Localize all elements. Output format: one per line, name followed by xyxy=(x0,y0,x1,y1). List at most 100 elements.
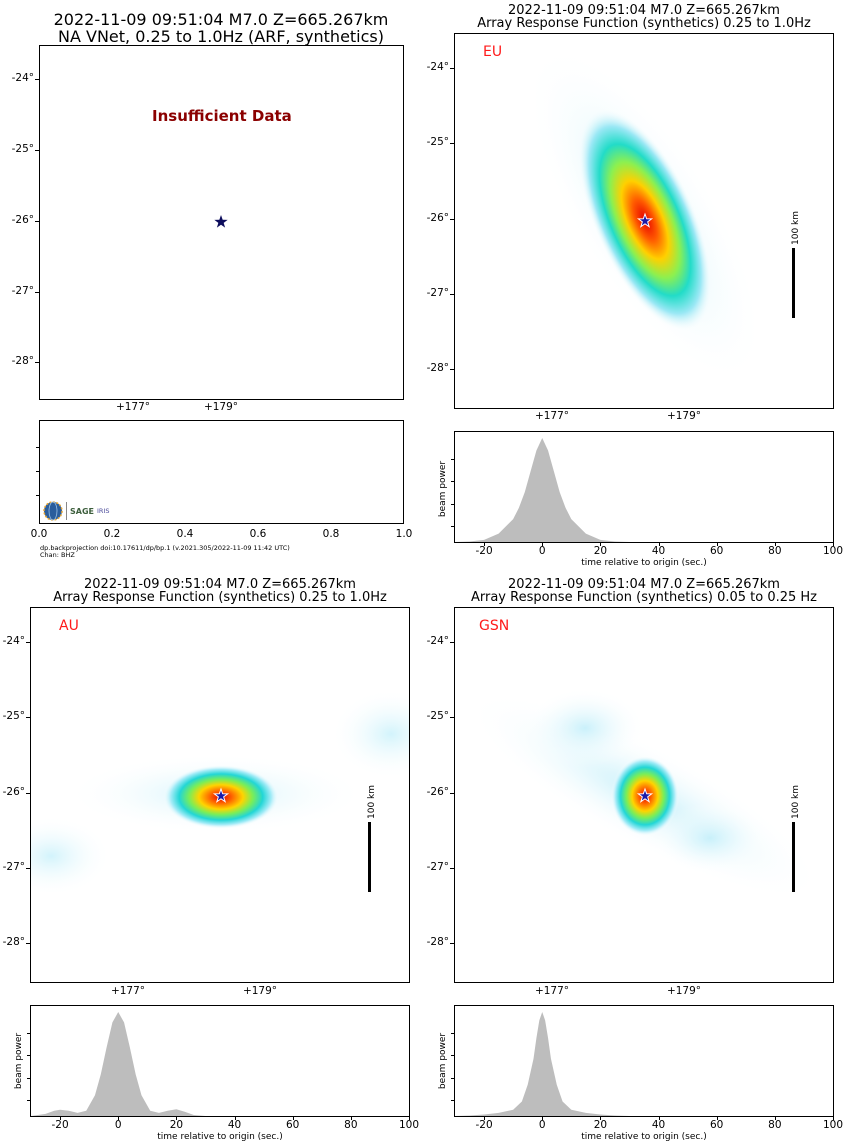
au-map: AU 100 km xyxy=(30,607,410,983)
gsn-time-tickmark-4 xyxy=(716,1117,718,1120)
eu-time-tick-4: 60 xyxy=(710,545,724,557)
gsn-time-tick-3: 40 xyxy=(651,1119,666,1131)
eu-y-tick-2: -26° xyxy=(426,212,449,224)
au-y-tick-0: -24° xyxy=(2,635,25,647)
gsn-power-tickmark-1 xyxy=(451,1055,454,1057)
eu-beam-chart xyxy=(454,431,834,543)
vnet-y-tickmark-4 xyxy=(35,362,39,363)
eu-time-tickmark-0 xyxy=(484,543,486,546)
eu-time-tickmark-4 xyxy=(716,543,718,546)
vnet-bottom-y-tickmark-2 xyxy=(36,495,39,496)
vnet-y-tickmark-3 xyxy=(35,292,39,293)
vnet-bottom-y-tickmark-0 xyxy=(36,447,39,448)
au-time-tickmark-2 xyxy=(176,1117,178,1120)
gsn-beam-chart xyxy=(454,1005,834,1117)
au-y-tick-3: -27° xyxy=(2,861,25,873)
gsn-time-tick-5: 80 xyxy=(768,1119,782,1131)
gsn-x-tick-177: +177° xyxy=(534,985,570,997)
insufficient-data-message: Insufficient Data xyxy=(152,107,292,125)
eu-epicenter-star-icon xyxy=(636,212,654,228)
gsn-time-tickmark-3 xyxy=(658,1117,660,1120)
au-time-tick-6: 100 xyxy=(398,1119,420,1131)
gsn-network-label: GSN xyxy=(479,618,510,634)
au-time-tickmark-0 xyxy=(60,1117,62,1120)
au-time-tick-4: 60 xyxy=(286,1119,300,1131)
au-y-tick-1: -25° xyxy=(2,710,25,722)
vnet-bottom-y-tickmark-1 xyxy=(36,471,39,472)
au-power-tickmark-1 xyxy=(27,1055,30,1057)
eu-y-tickmark-3 xyxy=(450,294,454,295)
eu-time-tickmark-2 xyxy=(600,543,602,546)
gsn-power-tickmark-2 xyxy=(451,1077,454,1079)
gsn-time-tick-4: 60 xyxy=(710,1119,724,1131)
epicenter-star-icon xyxy=(214,215,228,228)
eu-map: EU 100 km xyxy=(454,33,834,409)
gsn-y-tick-3: -27° xyxy=(426,861,449,873)
sage-logo-text: SAGE xyxy=(70,506,94,516)
eu-time-tickmark-1 xyxy=(542,543,544,546)
gsn-ylabel: beam power xyxy=(438,1032,448,1090)
gsn-power-tickmark-3 xyxy=(451,1100,454,1102)
eu-time-tickmark-6 xyxy=(833,543,834,546)
eu-y-tick-4: -28° xyxy=(426,362,449,374)
au-y-tickmark-0 xyxy=(26,642,30,643)
vnet-bottom-x-tick-3: 0.6 xyxy=(249,528,267,540)
gsn-beam-plot xyxy=(455,1012,833,1116)
au-time-tick-1: 0 xyxy=(114,1119,122,1131)
gsn-map: GSN 100 km xyxy=(454,607,834,983)
vnet-footer-doi: dp.backprojection doi:10.17611/dp/bp.1 (… xyxy=(40,544,290,552)
gsn-y-tickmark-4 xyxy=(450,943,454,944)
eu-title-line2: Array Response Function (synthetics) 0.2… xyxy=(477,16,811,31)
vnet-bottom-x-tick-2: 0.4 xyxy=(176,528,194,540)
au-y-tickmark-4 xyxy=(26,943,30,944)
eu-time-tick-3: 40 xyxy=(651,545,666,557)
eu-time-tick-6: 100 xyxy=(822,545,844,557)
vnet-beam-chart: SAGE IRIS xyxy=(39,420,404,524)
vnet-bottom-x-tick-4: 0.8 xyxy=(322,528,340,540)
au-power-tickmark-3 xyxy=(27,1100,30,1102)
gsn-y-tick-0: -24° xyxy=(426,635,449,647)
eu-y-tickmark-0 xyxy=(450,68,454,69)
vnet-y-tickmark-0 xyxy=(35,79,39,80)
gsn-y-tickmark-0 xyxy=(450,642,454,643)
au-ylabel: beam power xyxy=(14,1032,24,1090)
sage-logo: SAGE IRIS xyxy=(43,501,109,521)
gsn-y-tickmark-2 xyxy=(450,793,454,794)
au-x-tick-177: +177° xyxy=(110,985,146,997)
eu-power-tickmark-3 xyxy=(451,526,454,528)
vnet-bottom-x-tick-5: 1.0 xyxy=(395,528,413,540)
vnet-footer-channel: Chan: BHZ xyxy=(40,551,75,559)
au-x-tick-179: +179° xyxy=(242,985,278,997)
vnet-y-tick-4: -28° xyxy=(11,355,34,367)
vnet-y-tickmark-2 xyxy=(35,221,39,222)
gsn-y-tickmark-1 xyxy=(450,717,454,718)
au-time-tickmark-4 xyxy=(292,1117,294,1120)
eu-xlabel: time relative to origin (sec.) xyxy=(581,558,707,568)
eu-x-tick-177: +177° xyxy=(534,410,570,422)
gsn-beam-power-area xyxy=(455,1012,833,1116)
eu-scale-bar xyxy=(792,248,795,318)
au-y-tickmark-1 xyxy=(26,717,30,718)
vnet-y-tick-3: -27° xyxy=(11,285,34,297)
au-time-tick-0: -20 xyxy=(51,1119,69,1131)
gsn-time-tickmark-6 xyxy=(833,1117,834,1120)
eu-time-tick-5: 80 xyxy=(768,545,782,557)
eu-time-tick-1: 0 xyxy=(538,545,546,557)
au-time-tickmark-6 xyxy=(409,1117,410,1120)
au-power-tickmark-0 xyxy=(27,1033,30,1034)
gsn-scale-bar xyxy=(792,822,795,892)
au-y-tick-2: -26° xyxy=(2,786,25,798)
au-beam-chart xyxy=(30,1005,410,1117)
vnet-x-tick-177: +177° xyxy=(115,401,151,413)
vnet-bottom-x-tick-1: 0.2 xyxy=(103,528,121,540)
eu-beam-power-area xyxy=(455,438,833,542)
eu-network-label: EU xyxy=(483,44,503,60)
au-beam-power-area xyxy=(31,1012,409,1116)
gsn-epicenter-star-icon xyxy=(636,787,654,803)
vnet-y-tickmark-1 xyxy=(35,150,39,151)
au-beam-plot xyxy=(31,1012,409,1116)
gsn-time-tick-0: -20 xyxy=(475,1119,493,1131)
au-epicenter-star-icon xyxy=(212,787,230,803)
gsn-x-tick-179: +179° xyxy=(666,985,702,997)
vnet-title-line2: NA VNet, 0.25 to 1.0Hz (ARF, synthetics) xyxy=(58,27,384,46)
